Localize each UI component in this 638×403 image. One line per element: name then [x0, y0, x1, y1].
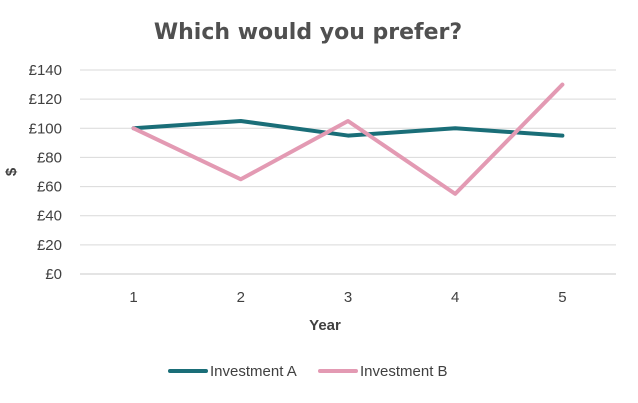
- x-tick-label: 4: [451, 289, 459, 306]
- x-axis-ticks: 1 2 3 4 5: [129, 289, 566, 306]
- x-axis-title: Year: [309, 317, 341, 334]
- series-line-investment-a: [131, 119, 565, 138]
- y-tick-label: £0: [45, 266, 62, 283]
- y-axis-ticks: £0 £20 £40 £60 £80 £100 £120 £140: [29, 62, 62, 283]
- y-tick-label: £120: [29, 91, 62, 108]
- x-tick-label: 1: [129, 289, 137, 306]
- series-line-investment-b: [131, 82, 565, 196]
- legend-label: Investment A: [210, 363, 297, 380]
- y-tick-label: £140: [29, 62, 62, 79]
- y-tick-label: £20: [37, 237, 62, 254]
- x-tick-label: 3: [344, 289, 352, 306]
- x-tick-label: 2: [237, 289, 245, 306]
- legend: Investment A Investment B: [168, 363, 448, 380]
- legend-label: Investment B: [360, 363, 448, 380]
- series-lines: [131, 82, 565, 196]
- y-tick-label: £40: [37, 208, 62, 225]
- y-tick-label: £100: [29, 120, 62, 137]
- y-tick-label: £80: [37, 149, 62, 166]
- y-axis-title: $: [3, 167, 20, 176]
- x-tick-label: 5: [558, 289, 566, 306]
- chart-title: Which would you prefer?: [154, 20, 462, 45]
- y-tick-label: £60: [37, 179, 62, 196]
- grid-lines: [80, 69, 616, 275]
